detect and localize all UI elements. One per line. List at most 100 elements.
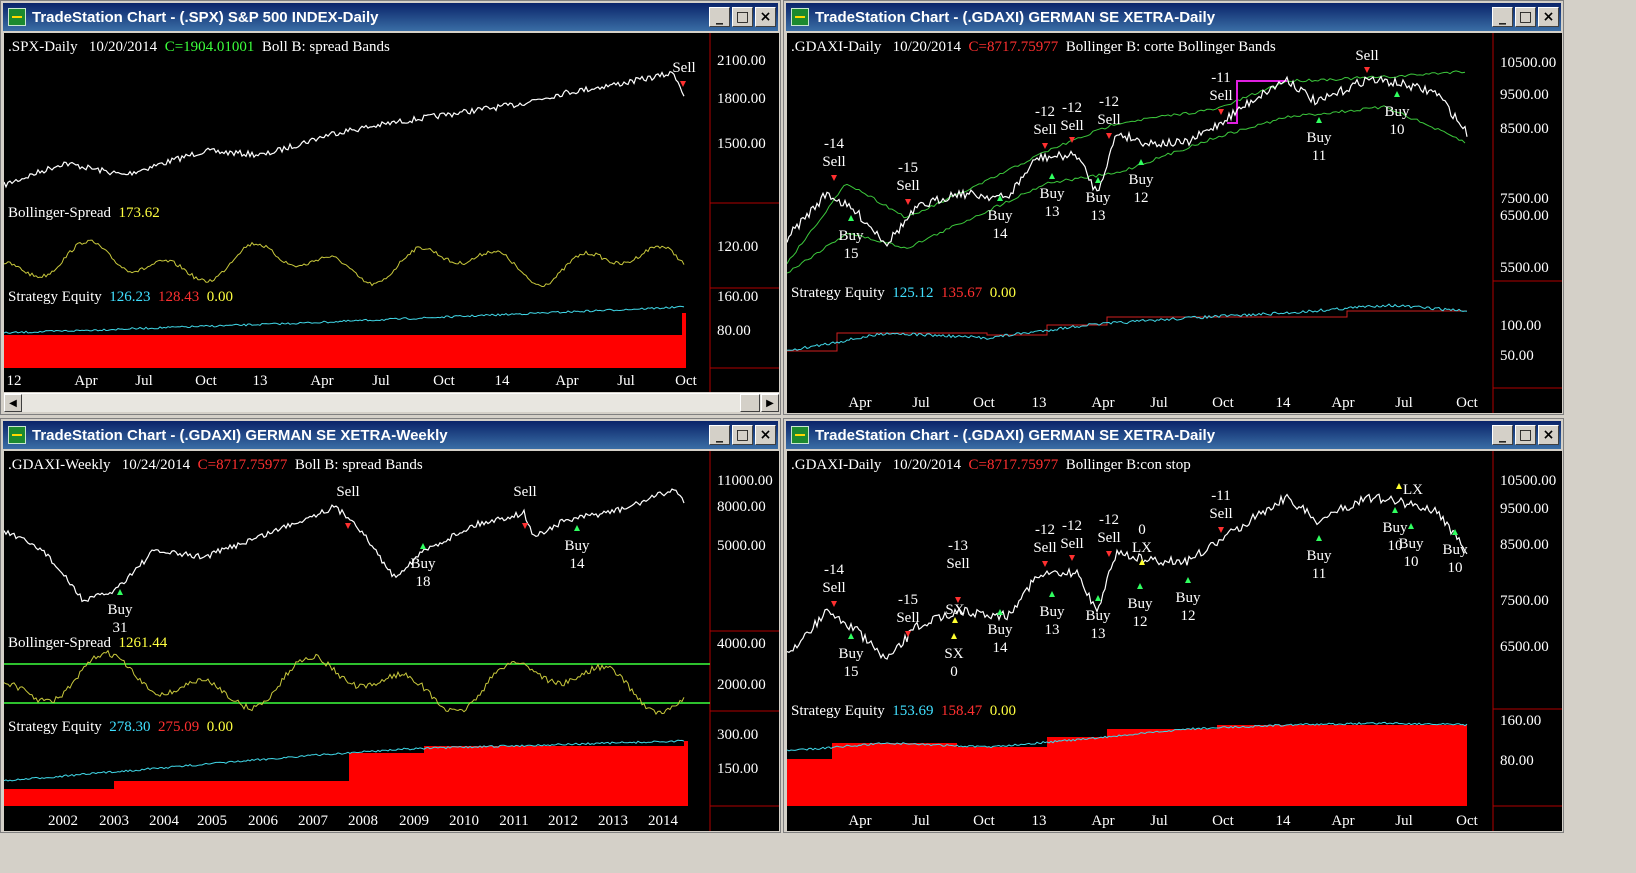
maximize-button[interactable]: □ (732, 425, 753, 445)
x-tick: Oct (1212, 395, 1234, 411)
indicator-tick: 120.00 (717, 239, 759, 255)
chart-window-dax-daily-2[interactable]: TradeStation Chart - (.GDAXI) GERMAN SE … (783, 418, 1564, 833)
x-tick: Jul (912, 395, 930, 411)
chart-window-dax-daily-1[interactable]: TradeStation Chart - (.GDAXI) GERMAN SE … (783, 0, 1564, 415)
chart-header: .GDAXI-Weekly 10/24/2014 C=8717.75977 Bo… (8, 457, 423, 474)
buy-arrow (1095, 177, 1101, 183)
equity-header: Strategy Equity 125.12 135.67 0.00 (791, 285, 1016, 302)
buy-signal-label: Buy 13 (1085, 608, 1111, 642)
buy-signal-label: Buy 13 (1085, 190, 1111, 224)
close-button[interactable]: × (755, 7, 776, 27)
scroll-thumb[interactable] (740, 394, 760, 412)
close-value: C=1904.01001 (164, 39, 255, 55)
maximize-button[interactable]: □ (1515, 425, 1536, 445)
scroll-right-button[interactable]: ▶ (761, 394, 779, 412)
sell-signal-label: -12 Sell (1033, 522, 1057, 556)
tradestation-icon (8, 426, 26, 444)
buy-signal-label: Buy 14 (987, 208, 1013, 242)
equity-value-2: 135.67 (941, 285, 983, 301)
x-tick: 2007 (298, 813, 328, 829)
equity-header: Strategy Equity 278.30 275.09 0.00 (8, 719, 233, 736)
title-bar[interactable]: TradeStation Chart - (.GDAXI) GERMAN SE … (786, 421, 1561, 449)
equity-value-3: 0.00 (989, 285, 1016, 301)
price-tick: 1500.00 (717, 136, 766, 152)
tradestation-icon (791, 426, 809, 444)
buy-signal-label: Buy 12 (1127, 596, 1153, 630)
minimize-button[interactable]: _ (709, 425, 730, 445)
maximize-button[interactable]: □ (732, 7, 753, 27)
buy-arrow (1394, 91, 1400, 97)
equity-fill (787, 725, 1467, 806)
close-button[interactable]: × (1538, 425, 1559, 445)
tradestation-icon (791, 8, 809, 26)
buy-signal-label: Buy 13 (1039, 604, 1065, 638)
x-tick: Oct (1456, 395, 1478, 411)
sell-arrow (1106, 133, 1112, 139)
sell-arrow (1042, 143, 1048, 149)
minimize-button[interactable]: _ (1492, 7, 1513, 27)
equity-line (787, 303, 1468, 351)
minimize-button[interactable]: _ (1492, 425, 1513, 445)
x-tick: Apr (310, 373, 334, 389)
exit-signal-label: SX (945, 602, 965, 618)
date-label: 10/20/2014 (88, 39, 158, 55)
x-tick: Oct (973, 395, 995, 411)
scroll-left-button[interactable]: ◀ (4, 394, 22, 412)
signal-arrows (831, 483, 1458, 639)
minimize-button[interactable]: _ (709, 7, 730, 27)
buy-signal-label: Buy 10 (1442, 542, 1468, 576)
buy-signal-label: Buy 14 (564, 538, 590, 572)
buy-arrow (1049, 173, 1055, 179)
maximize-button[interactable]: □ (1515, 7, 1536, 27)
x-tick: 14 (1275, 813, 1291, 829)
title-bar[interactable]: TradeStation Chart - (.SPX) S&P 500 INDE… (3, 3, 778, 31)
horizontal-scrollbar[interactable]: ◀ ▶ (4, 393, 779, 412)
x-tick: 2011 (499, 813, 529, 829)
buy-arrow (1316, 535, 1322, 541)
exit-arrow (951, 633, 957, 639)
chart-window-dax-weekly[interactable]: TradeStation Chart - (.GDAXI) GERMAN SE … (0, 418, 781, 833)
indicator-value: 173.62 (118, 205, 160, 221)
chart-plot-area[interactable]: .GDAXI-Weekly 10/24/2014 C=8717.75977 Bo… (4, 451, 779, 831)
price-tick: 9500.00 (1500, 87, 1549, 103)
exit-signal-label: SX 0 (944, 646, 964, 680)
close-button[interactable]: × (1538, 7, 1559, 27)
buy-arrow (997, 609, 1003, 615)
chart-window-spx[interactable]: TradeStation Chart - (.SPX) S&P 500 INDE… (0, 0, 781, 415)
price-tick: 8000.00 (717, 499, 766, 515)
price-tick: 10500.00 (1500, 473, 1557, 489)
close-button[interactable]: × (755, 425, 776, 445)
chart-plot-area[interactable]: .GDAXI-Daily 10/20/2014 C=8717.75977 Bol… (787, 33, 1562, 413)
sell-signal-label: -12 Sell (1060, 100, 1084, 134)
buy-arrow (574, 525, 580, 531)
x-tick: Apr (1091, 395, 1115, 411)
equity-tick: 50.00 (1500, 348, 1534, 364)
bollinger-spread-series (4, 239, 685, 288)
buy-arrow (1049, 591, 1055, 597)
price-tick: 7500.00 (1500, 191, 1549, 207)
buy-signal-label: Buy 31 (107, 602, 133, 636)
stop-line (1227, 80, 1287, 124)
x-tick: Oct (675, 373, 697, 389)
chart-plot-area[interactable]: .SPX-Daily 10/20/2014 C=1904.01001 Boll … (4, 33, 779, 392)
signal-arrows (831, 67, 1400, 221)
title-bar[interactable]: TradeStation Chart - (.GDAXI) GERMAN SE … (3, 421, 778, 449)
x-tick: Apr (1331, 813, 1355, 829)
buy-signal-label: Buy 14 (987, 622, 1013, 656)
x-tick: Oct (1456, 813, 1478, 829)
title-bar[interactable]: TradeStation Chart - (.GDAXI) GERMAN SE … (786, 3, 1561, 31)
price-tick: 5000.00 (717, 538, 766, 554)
chart-plot-area[interactable]: .GDAXI-Daily 10/20/2014 C=8717.75977 Bol… (787, 451, 1562, 831)
sell-signal-label: -12 Sell (1060, 518, 1084, 552)
price-tick: 8500.00 (1500, 121, 1549, 137)
price-tick: 8500.00 (1500, 537, 1549, 553)
sell-signal-label: -13 Sell (946, 538, 970, 572)
price-tick: 10500.00 (1500, 55, 1557, 71)
equity-name: Strategy Equity (8, 289, 102, 305)
x-tick: Jul (912, 813, 930, 829)
x-tick: 2003 (99, 813, 129, 829)
x-tick: Apr (74, 373, 98, 389)
upper-band (787, 70, 1466, 265)
exit-signal-label: 0 LX (1132, 522, 1152, 556)
x-tick: Jul (1395, 813, 1413, 829)
